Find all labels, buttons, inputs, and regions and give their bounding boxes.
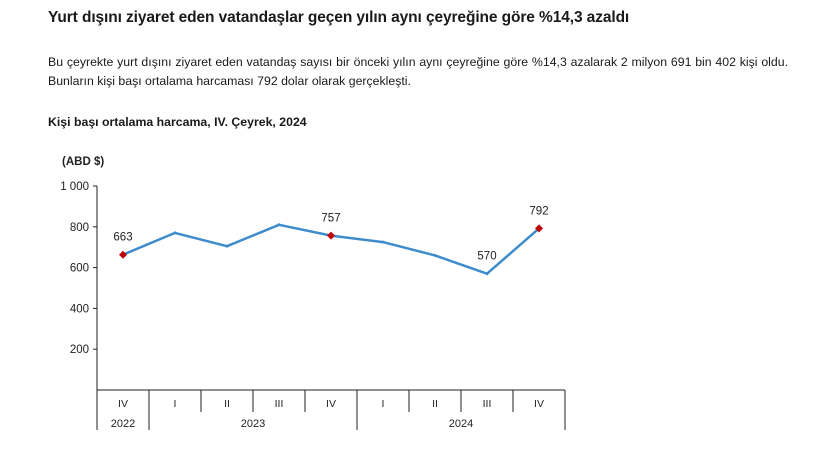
chart-title: Kişi başı ortalama harcama, IV. Çeyrek, … bbox=[48, 115, 307, 129]
data-point bbox=[485, 272, 489, 276]
y-tick-label: 400 bbox=[70, 303, 89, 315]
y-tick-label: 800 bbox=[70, 222, 89, 234]
y-tick-label: 600 bbox=[70, 263, 89, 275]
y-tick-label: 200 bbox=[70, 344, 89, 356]
x-tick-label: II bbox=[224, 398, 230, 410]
year-label: 2024 bbox=[449, 418, 473, 430]
year-label: 2022 bbox=[111, 418, 135, 430]
data-point-marker bbox=[327, 231, 335, 240]
data-point bbox=[173, 231, 177, 235]
y-axis-label: (ABD $) bbox=[62, 156, 104, 168]
data-label: 570 bbox=[477, 251, 496, 263]
x-tick-label: IV bbox=[326, 398, 336, 410]
data-point bbox=[277, 223, 281, 227]
x-tick-label: IV bbox=[118, 398, 128, 410]
data-point bbox=[433, 253, 437, 257]
x-tick-label: III bbox=[275, 398, 284, 410]
x-tick-label: I bbox=[382, 398, 385, 410]
data-label: 757 bbox=[321, 213, 340, 225]
x-tick-label: II bbox=[432, 398, 438, 410]
y-tick-label: 1 000 bbox=[60, 181, 89, 193]
data-point-marker bbox=[119, 250, 127, 259]
data-point-marker bbox=[535, 224, 543, 233]
x-tick-label: III bbox=[483, 398, 492, 410]
data-label: 663 bbox=[113, 232, 132, 244]
headline: Yurt dışını ziyaret eden vatandaşlar geç… bbox=[48, 9, 630, 26]
data-point bbox=[381, 240, 385, 244]
lead-paragraph: Bu çeyrekte yurt dışını ziyaret eden vat… bbox=[48, 55, 788, 88]
year-label: 2023 bbox=[241, 418, 265, 430]
data-label: 792 bbox=[529, 205, 548, 217]
x-tick-label: I bbox=[174, 398, 177, 410]
data-point bbox=[225, 244, 229, 248]
x-tick-label: IV bbox=[534, 398, 544, 410]
